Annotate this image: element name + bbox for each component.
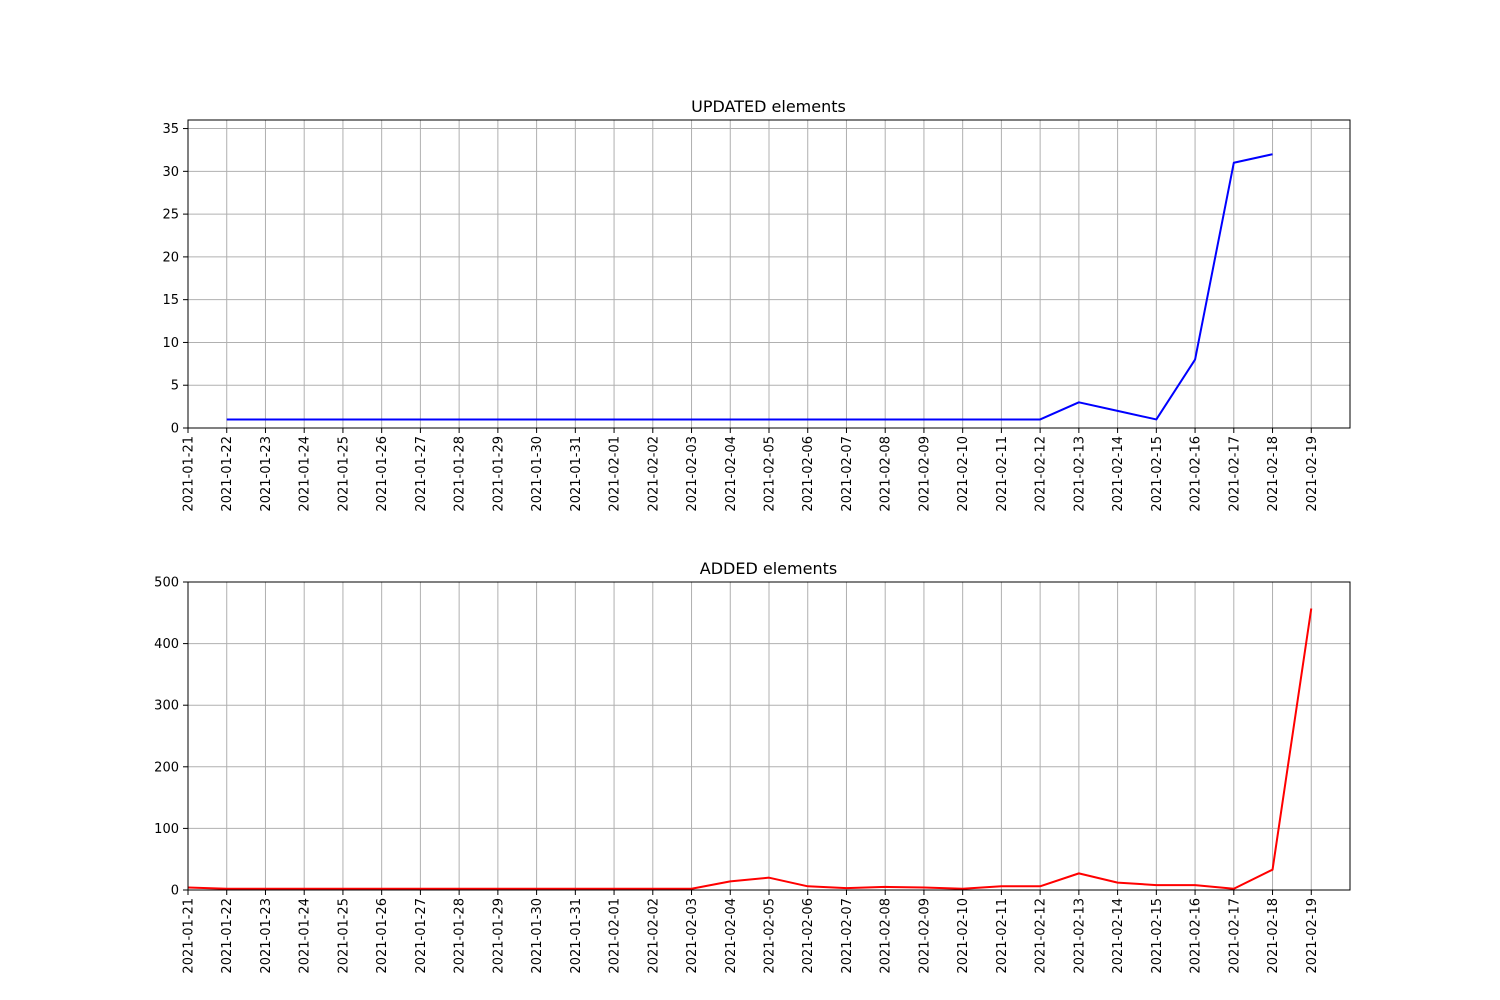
ticks: 2021-01-21 2021-01-22 2021-01-23 2021-01-24…: [154, 576, 1320, 974]
y-tick-label: 200: [154, 760, 179, 775]
x-tick-label: 2021-02-12: [1034, 436, 1049, 512]
y-tick-label: 30: [162, 165, 179, 180]
x-tick-label: 2021-02-17: [1227, 898, 1242, 974]
x-tick-label: 2021-02-14: [1111, 898, 1126, 974]
y-tick-label: 5: [171, 379, 179, 394]
x-tick-label: 2021-01-22: [220, 898, 235, 974]
x-tick-label: 2021-01-29: [491, 436, 506, 512]
x-tick-label: 2021-02-15: [1150, 898, 1165, 974]
x-tick-label: 2021-02-10: [956, 898, 971, 974]
x-tick-label: 2021-02-08: [879, 898, 894, 974]
x-tick-label: 2021-02-11: [995, 898, 1010, 974]
x-tick-label: 2021-02-02: [646, 898, 661, 974]
updated-elements-chart: UPDATED elements 2021-01-21 2021-01-22 202…: [162, 97, 1351, 512]
chart-title: UPDATED elements: [691, 97, 846, 116]
x-tick-label: 2021-02-13: [1072, 898, 1087, 974]
x-tick-label: 2021-01-23: [259, 898, 274, 974]
x-tick-label: 2021-02-17: [1227, 436, 1242, 512]
x-tick-label: 2021-01-25: [336, 898, 351, 974]
y-tick-label: 0: [171, 884, 179, 899]
x-tick-label: 2021-02-10: [956, 436, 971, 512]
x-tick-label: 2021-01-30: [530, 436, 545, 512]
x-tick-label: 2021-01-23: [259, 436, 274, 512]
x-tick-label: 2021-01-31: [569, 898, 584, 974]
x-tick-label: 2021-02-09: [917, 898, 932, 974]
x-tick-label: 2021-01-26: [375, 436, 390, 512]
x-tick-label: 2021-01-27: [414, 436, 429, 512]
x-tick-label: 2021-02-03: [685, 898, 700, 974]
x-tick-label: 2021-01-27: [414, 898, 429, 974]
x-tick-label: 2021-02-06: [801, 898, 816, 974]
x-tick-label: 2021-02-04: [724, 436, 739, 512]
y-tick-label: 400: [154, 637, 179, 652]
x-tick-label: 2021-02-07: [840, 898, 855, 974]
y-tick-label: 100: [154, 822, 179, 837]
x-tick-label: 2021-02-07: [840, 436, 855, 512]
x-tick-label: 2021-02-01: [608, 436, 623, 512]
x-tick-label: 2021-02-16: [1189, 436, 1204, 512]
x-tick-label: 2021-01-28: [453, 436, 468, 512]
x-tick-label: 2021-01-30: [530, 898, 545, 974]
x-tick-label: 2021-01-21: [182, 898, 197, 974]
chart-title: ADDED elements: [700, 559, 837, 578]
y-tick-label: 0: [171, 422, 179, 437]
x-tick-label: 2021-02-05: [763, 898, 778, 974]
x-tick-label: 2021-01-28: [453, 898, 468, 974]
series: [226, 153, 1273, 421]
series-line-0: [187, 608, 1313, 890]
series-line-0: [226, 153, 1273, 421]
x-tick-label: 2021-02-11: [995, 436, 1010, 512]
y-tick-label: 15: [162, 293, 179, 308]
x-tick-label: 2021-02-08: [879, 436, 894, 512]
x-tick-label: 2021-02-14: [1111, 436, 1126, 512]
x-tick-label: 2021-02-16: [1189, 898, 1204, 974]
x-tick-label: 2021-01-22: [220, 436, 235, 512]
y-tick-label: 300: [154, 699, 179, 714]
y-tick-label: 35: [162, 122, 179, 137]
x-tick-label: 2021-02-06: [801, 436, 816, 512]
y-tick-label: 25: [162, 208, 179, 223]
y-tick-label: 500: [154, 576, 179, 591]
x-tick-label: 2021-02-09: [917, 436, 932, 512]
x-tick-label: 2021-02-12: [1034, 898, 1049, 974]
x-tick-label: 2021-02-01: [608, 898, 623, 974]
x-tick-label: 2021-01-25: [336, 436, 351, 512]
x-tick-label: 2021-02-15: [1150, 436, 1165, 512]
x-tick-label: 2021-01-24: [298, 898, 313, 974]
plot-frame: [187, 581, 1351, 891]
x-tick-label: 2021-01-29: [491, 898, 506, 974]
x-tick-label: 2021-01-26: [375, 898, 390, 974]
plot-frame: [187, 119, 1351, 429]
x-tick-label: 2021-02-19: [1305, 898, 1320, 974]
x-tick-label: 2021-02-03: [685, 436, 700, 512]
x-tick-label: 2021-02-02: [646, 436, 661, 512]
added-elements-chart: ADDED elements 2021-01-21 2021-01-22 2021-…: [154, 559, 1351, 974]
ticks: 2021-01-21 2021-01-22 2021-01-23 2021-01-24…: [162, 122, 1319, 512]
y-tick-label: 20: [162, 250, 179, 265]
x-tick-label: 2021-02-18: [1266, 898, 1281, 974]
x-tick-label: 2021-02-04: [724, 898, 739, 974]
x-tick-label: 2021-01-21: [182, 436, 197, 512]
x-tick-label: 2021-01-31: [569, 436, 584, 512]
x-tick-label: 2021-02-05: [763, 436, 778, 512]
x-tick-label: 2021-02-19: [1305, 436, 1320, 512]
x-tick-label: 2021-02-18: [1266, 436, 1281, 512]
series: [187, 608, 1313, 890]
x-tick-label: 2021-02-13: [1072, 436, 1087, 512]
y-tick-label: 10: [162, 336, 179, 351]
x-tick-label: 2021-01-24: [298, 436, 313, 512]
